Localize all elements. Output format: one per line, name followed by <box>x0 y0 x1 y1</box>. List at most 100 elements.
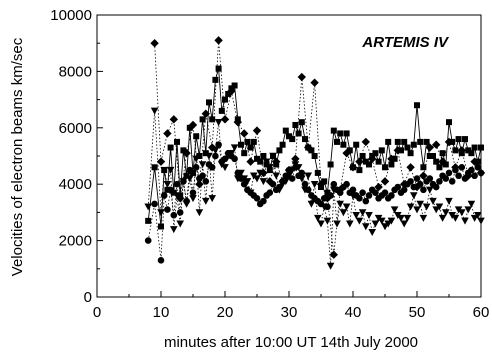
square-point <box>340 141 347 148</box>
square-point <box>385 138 392 145</box>
triangle-down-point <box>150 107 159 115</box>
triangle-down-point <box>346 220 354 228</box>
triangle-down-point <box>410 192 418 200</box>
square-point <box>260 153 267 159</box>
y-tick-label: 4000 <box>59 176 92 193</box>
square-point <box>407 150 414 157</box>
square-point <box>225 90 232 97</box>
diamond-point <box>240 129 249 138</box>
triangle-down-point <box>352 212 360 220</box>
triangle-down-point <box>333 220 341 228</box>
diamond-point <box>310 78 319 87</box>
diamond-point <box>355 157 364 166</box>
circle-point <box>221 155 229 163</box>
square-point <box>289 136 296 143</box>
circle-point <box>260 197 267 205</box>
triangle-down-point <box>221 164 229 172</box>
square-point <box>241 150 248 157</box>
circle-point <box>301 180 309 188</box>
triangle-down-point <box>371 220 380 228</box>
y-tick-label: 6000 <box>59 120 92 137</box>
square-point <box>455 136 462 143</box>
diamond-point <box>316 180 326 189</box>
diamond-point <box>272 157 281 166</box>
circle-point <box>320 195 328 202</box>
circle-point <box>208 163 216 171</box>
diamond-point <box>438 157 447 166</box>
series-line <box>154 40 482 255</box>
diamond-point <box>169 115 178 124</box>
circle-point <box>164 206 171 213</box>
diamond-point <box>233 117 242 127</box>
circle-point <box>276 183 283 191</box>
triangle-down-point <box>272 172 280 180</box>
circle-point <box>292 163 299 171</box>
square-point <box>404 144 411 151</box>
circle-point <box>282 172 290 180</box>
square-point <box>145 217 152 224</box>
square-point <box>324 189 331 196</box>
square-point <box>465 147 472 154</box>
square-point <box>362 158 369 165</box>
x-tick-label: 20 <box>217 304 234 321</box>
triangle-down-point <box>317 220 325 228</box>
circle-point <box>407 178 414 185</box>
square-point <box>250 138 257 145</box>
circle-point <box>317 200 325 208</box>
square-point <box>366 161 372 168</box>
square-point <box>401 138 408 145</box>
square-point <box>356 167 363 174</box>
diamond-point <box>163 129 172 138</box>
square-point <box>186 124 193 131</box>
square-point <box>247 144 254 151</box>
circle-point <box>330 180 338 188</box>
circle-point <box>199 172 206 180</box>
square-point <box>321 178 328 185</box>
circle-point <box>176 209 184 216</box>
circle-point <box>192 163 200 171</box>
square-point <box>468 150 475 157</box>
circle-point <box>279 178 286 185</box>
triangle-down-point <box>186 175 194 183</box>
diamond-point <box>470 157 479 166</box>
triangle-down-point <box>403 214 412 222</box>
plot-frame <box>96 14 482 298</box>
square-point <box>359 153 366 159</box>
circle-point <box>269 180 277 188</box>
square-point <box>190 169 196 176</box>
circle-point <box>324 203 331 211</box>
square-point <box>151 164 158 171</box>
circle-point <box>474 163 482 171</box>
square-point <box>471 144 478 151</box>
square-point <box>206 99 212 106</box>
triangle-down-point <box>214 118 223 126</box>
square-point <box>180 147 187 154</box>
triangle-down-point <box>378 217 386 225</box>
x-tick-label: 60 <box>473 304 490 321</box>
diamond-point <box>361 137 370 147</box>
square-point <box>423 138 430 145</box>
square-point <box>209 116 216 123</box>
series-circle <box>144 141 485 264</box>
triangle-down-point <box>208 195 216 203</box>
circle-point <box>336 189 344 196</box>
square-point <box>298 119 305 126</box>
triangle-down-point <box>323 217 332 225</box>
circle-point <box>388 192 395 199</box>
diamond-point <box>419 171 428 180</box>
triangle-down-point <box>342 203 351 211</box>
square-point <box>420 164 427 171</box>
circle-point <box>381 189 389 196</box>
square-point <box>378 147 385 154</box>
circle-point <box>212 152 219 160</box>
triangle-down-point <box>205 152 213 160</box>
circle-point <box>356 195 363 202</box>
triangle-down-point <box>362 223 370 231</box>
triangle-down-point <box>198 161 207 169</box>
triangle-down-point <box>387 217 396 225</box>
triangle-down-point <box>253 175 261 183</box>
diamond-point <box>406 163 415 172</box>
triangle-down-point <box>202 197 210 205</box>
triangle-down-point <box>269 152 277 160</box>
triangle-down-point <box>230 144 239 152</box>
